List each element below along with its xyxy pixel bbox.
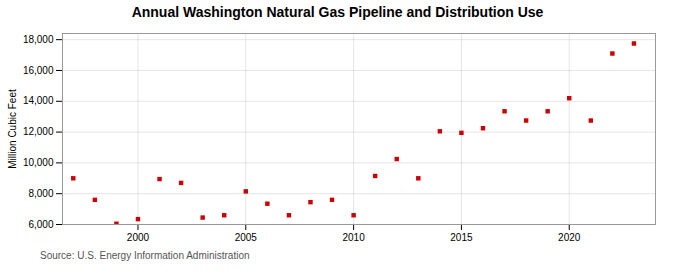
- svg-text:8,000: 8,000: [28, 188, 53, 199]
- svg-text:14,000: 14,000: [23, 95, 54, 106]
- svg-text:2000: 2000: [127, 232, 150, 243]
- svg-text:6,000: 6,000: [28, 219, 53, 230]
- svg-text:16,000: 16,000: [23, 65, 54, 76]
- svg-text:12,000: 12,000: [23, 126, 54, 137]
- svg-text:Million Cubic Feet: Million Cubic Feet: [7, 89, 18, 169]
- svg-text:18,000: 18,000: [23, 34, 54, 45]
- svg-text:2020: 2020: [558, 232, 581, 243]
- svg-text:2015: 2015: [450, 232, 473, 243]
- svg-text:10,000: 10,000: [23, 157, 54, 168]
- html-text:Source: U.S. Energy Informatio: Source: U.S. Energy Information Administ…: [40, 250, 250, 261]
- html-text:Annual Washington Natural Gas: Annual Washington Natural Gas Pipeline a…: [131, 4, 544, 20]
- svg-text:2010: 2010: [342, 232, 365, 243]
- svg-text:2005: 2005: [235, 232, 258, 243]
